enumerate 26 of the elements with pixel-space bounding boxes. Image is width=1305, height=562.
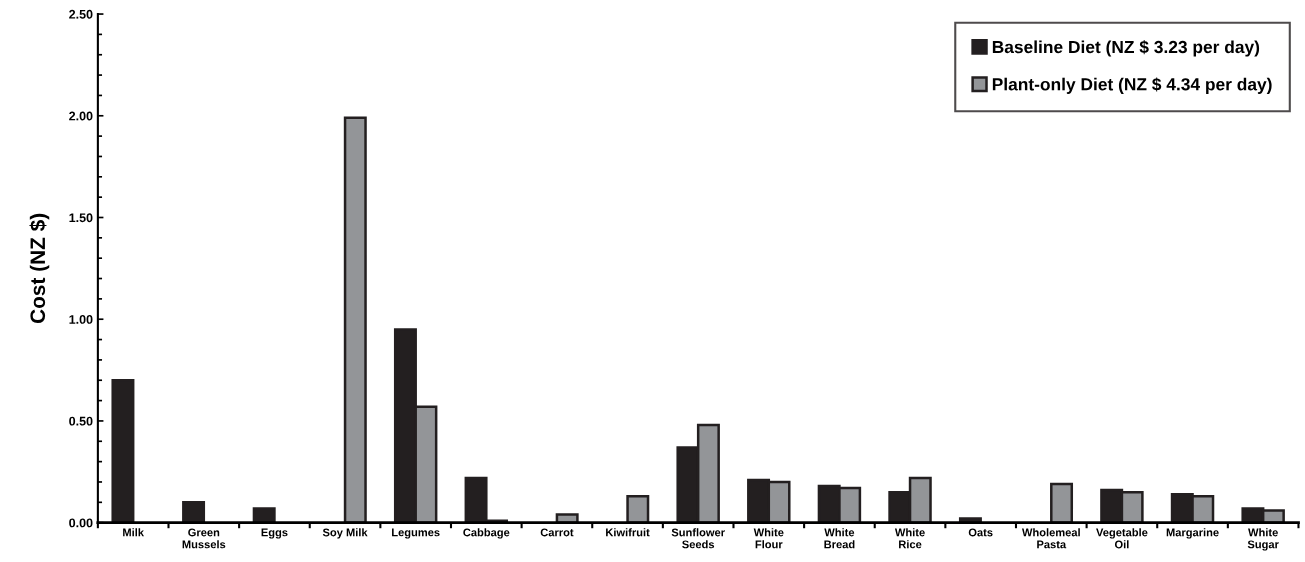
x-tick-label: Milk [123,528,144,537]
x-tick-label: Vegetable Oil [1096,528,1148,549]
x-tick-label: Soy Milk [322,528,368,539]
x-tick-label: Kiwifruit [606,528,650,537]
y-tick-label: 2.50 [69,9,93,19]
x-tick-label: White Flour [753,528,784,549]
x-tick-label: Margarine [1166,528,1219,539]
y-tick-label: 2.00 [69,111,93,121]
x-tick-label: Oats [968,528,993,537]
y-tick-label: 0.00 [69,518,93,528]
y-tick-label: 1.00 [69,315,93,324]
y-tick-label: 0.50 [69,416,93,426]
x-tick-label: Legumes [392,528,440,539]
x-tick-label: Cabbage [463,528,510,539]
x-tick-label: Sunflower Seeds [671,528,725,549]
y-tick-label: 1.50 [69,213,93,223]
legend-label: Baseline Diet (NZ $ 3.23 per day) [992,40,1260,57]
x-tick-label: White Bread [824,528,855,549]
x-tick-label: Carrot [540,528,574,537]
legend-label: Plant-only Diet (NZ $ 4.34 per day) [992,77,1272,94]
x-tick-label: White Sugar [1247,528,1279,551]
x-tick-label: Wholemeal Pasta [1021,528,1080,549]
x-tick-label: Green Mussels [182,528,226,549]
x-tick-label: White Rice [894,528,925,549]
y-axis-title: Cost (NZ $) [29,213,50,324]
x-tick-label: Eggs [261,528,288,539]
